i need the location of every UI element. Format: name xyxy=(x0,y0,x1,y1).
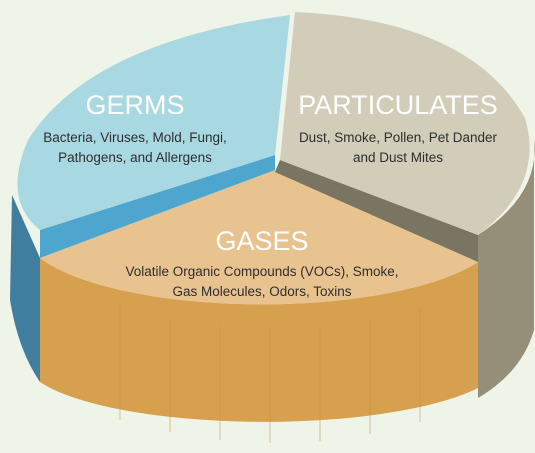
slice-description: Dust, Smoke, Pollen, Pet Dander xyxy=(299,130,498,145)
slice-title: GERMS xyxy=(85,90,184,120)
slice-title: PARTICULATES xyxy=(298,90,498,120)
gases-top xyxy=(40,170,478,305)
particulates-side xyxy=(478,140,535,398)
particulates-inner-wall xyxy=(275,160,478,262)
slice-description: Bacteria, Viruses, Mold, Fungi, xyxy=(43,130,227,145)
slice-description: Gas Molecules, Odors, Toxins xyxy=(172,284,351,299)
slice-description: and Dust Mites xyxy=(353,150,443,165)
slice-description: Volatile Organic Compounds (VOCs), Smoke… xyxy=(125,264,398,279)
slice-description: Pathogens, and Allergens xyxy=(58,150,212,165)
particulates-top xyxy=(280,12,530,235)
germs-side xyxy=(10,195,40,382)
gases-side-stripes xyxy=(119,305,421,443)
germs-edge xyxy=(40,155,275,258)
gases-side xyxy=(40,258,478,422)
germs-top xyxy=(17,15,290,230)
slice-title: GASES xyxy=(215,226,308,256)
